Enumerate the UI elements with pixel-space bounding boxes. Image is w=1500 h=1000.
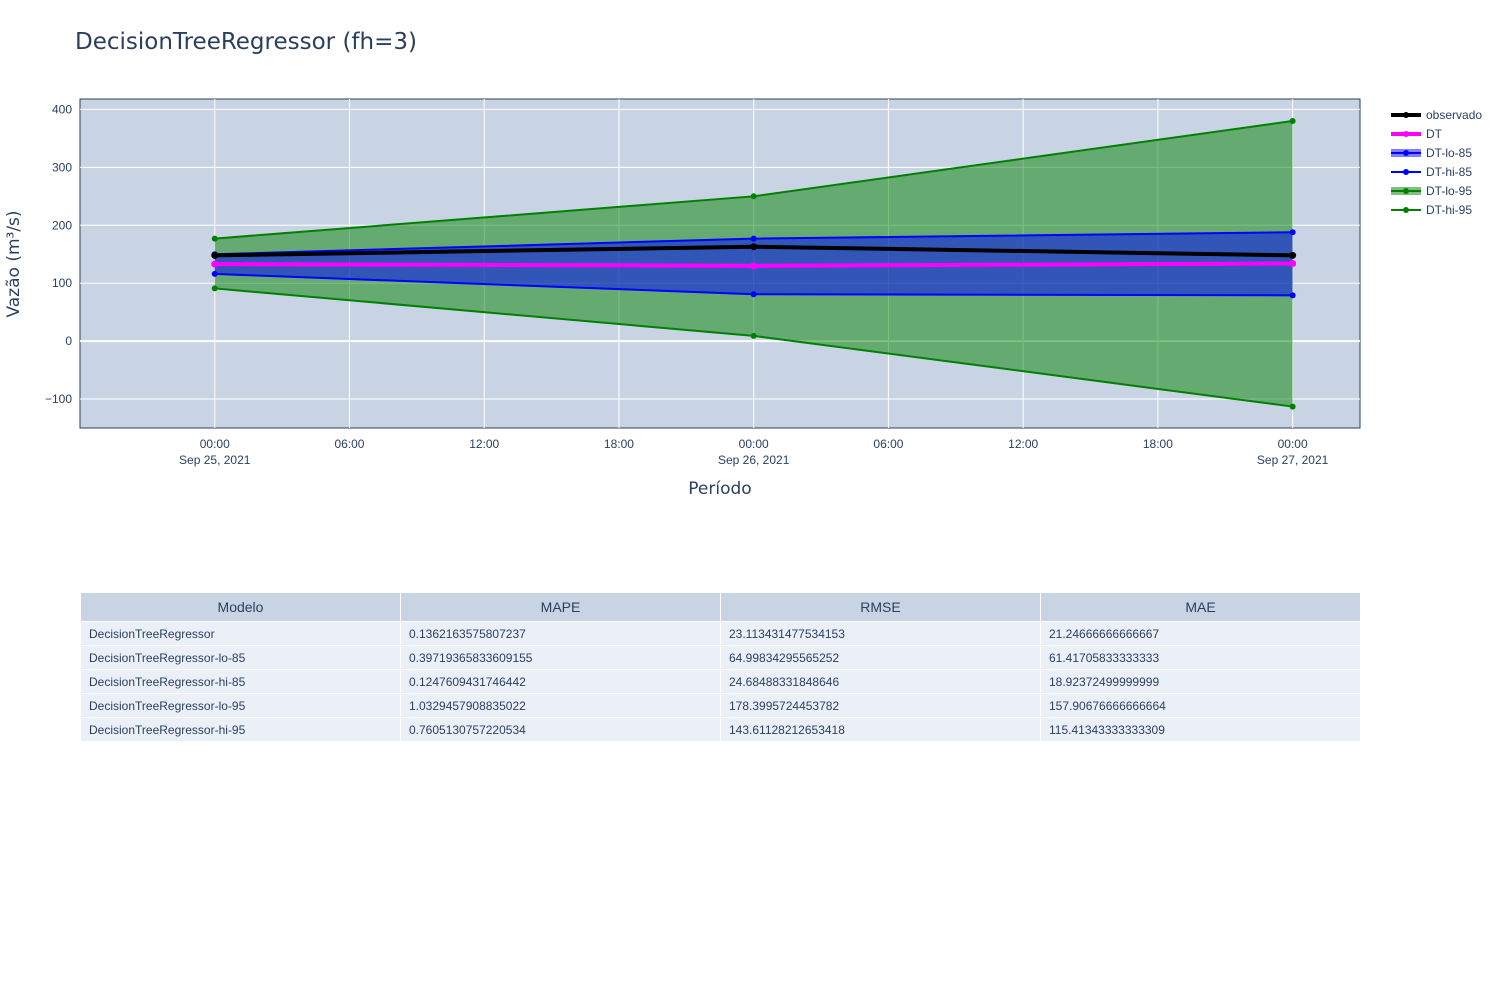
x-tick-label: 06:00 [334,437,364,451]
point-DT-hi-95 [1289,118,1296,125]
chart-title: DecisionTreeRegressor (fh=3) [75,29,417,55]
legend: observado DT DT-lo-85 DT-hi-85 DT-lo-95 DT-hi… [1391,108,1482,217]
legend-item-DT-hi-95: DT-hi-95 [1391,203,1472,217]
table-cell: 0.39719365833609155 [400,645,721,670]
legend-marker [1403,150,1409,156]
table-cell: DecisionTreeRegressor-hi-95 [80,717,401,742]
legend-label: DT [1426,127,1443,141]
legend-marker [1403,207,1409,213]
table-cell: 23.113431477534153 [720,621,1041,646]
legend-marker [1403,131,1409,137]
point-DT-hi-85 [1289,229,1296,236]
table-cell: DecisionTreeRegressor [80,621,401,646]
x-tick-label: 12:00 [469,437,499,451]
table-cell: 1.0329457908835022 [400,693,721,718]
table-row: DecisionTreeRegressor-lo-85 0.39719365833… [80,645,1361,670]
table-cell: 18.92372499999999 [1040,669,1361,694]
table-cell: 0.1362163575807237 [400,621,721,646]
table-row: DecisionTreeRegressor-lo-95 1.03294579088… [80,693,1361,718]
y-tick-label: 200 [52,218,72,232]
x-axis-title: Período [688,479,751,499]
table-cell: 178.3995724453782 [720,693,1041,718]
table-cell: 24.68488331848646 [720,669,1041,694]
table-cell: 64.99834295565252 [720,645,1041,670]
legend-marker [1403,188,1409,194]
y-axis-title: Vazão (m³/s) [4,210,24,317]
point-observado [1289,251,1297,259]
x-tick-label: 18:00 [604,437,634,451]
table-cell: 0.7605130757220534 [400,717,721,742]
legend-item-DT-hi-85: DT-hi-85 [1391,165,1472,179]
legend-label: DT-hi-85 [1426,165,1472,179]
table-cell: 143.61128212653418 [720,717,1041,742]
y-tick-label: 400 [52,102,72,116]
legend-label: DT-lo-95 [1426,184,1472,198]
point-DT-hi-85 [750,235,757,242]
x-tick-date-label: Sep 25, 2021 [179,453,251,467]
legend-item-DT: DT [1391,127,1443,141]
column-header: Modelo [80,592,401,622]
point-DT [750,262,758,270]
legend-item-DT-lo-85: DT-lo-85 [1391,146,1472,160]
legend-label: DT-lo-85 [1426,146,1472,160]
metrics-table-container: Modelo MAPE RMSE MAE DecisionTreeRegressor 0… [80,592,1361,742]
legend-label: observado [1426,108,1482,122]
point-DT-hi-95 [211,235,218,242]
point-DT-lo-85 [1289,292,1296,299]
x-tick-label: 06:00 [873,437,903,451]
y-tick-label: 100 [52,276,72,290]
point-DT [211,260,219,268]
point-observado [750,243,758,251]
legend-item-DT-lo-95: DT-lo-95 [1391,184,1472,198]
legend-marker [1403,169,1409,175]
x-tick-label: 12:00 [1008,437,1038,451]
x-tick-label: 00:00 [739,437,769,451]
metrics-table: Modelo MAPE RMSE MAE DecisionTreeRegressor 0… [80,592,1361,742]
point-DT-lo-95 [1289,403,1296,410]
table-cell: 21.24666666666667 [1040,621,1361,646]
table-cell: 157.90676666666664 [1040,693,1361,718]
table-cell: DecisionTreeRegressor-hi-85 [80,669,401,694]
x-tick-label: 00:00 [1278,437,1308,451]
y-tick-label: 0 [65,334,72,348]
point-DT-lo-95 [211,285,218,292]
column-header: MAE [1040,592,1361,622]
point-DT-lo-85 [211,270,218,277]
table-row: DecisionTreeRegressor 0.1362163575807237 2… [80,621,1361,646]
legend-marker [1403,112,1409,118]
legend-label: DT-hi-95 [1426,203,1472,217]
point-observado [211,251,219,259]
legend-item-observado: observado [1391,108,1482,122]
table-header-row: Modelo MAPE RMSE MAE [80,592,1361,622]
x-tick-label: 18:00 [1143,437,1173,451]
x-tick-date-label: Sep 26, 2021 [718,453,790,467]
column-header: MAPE [400,592,721,622]
table-row: DecisionTreeRegressor-hi-85 0.12476094317… [80,669,1361,694]
y-tick-label: −100 [45,392,72,406]
table-cell: 61.41705833333333 [1040,645,1361,670]
point-DT [1289,260,1297,267]
table-cell: DecisionTreeRegressor-lo-85 [80,645,401,670]
x-tick-date-label: Sep 27, 2021 [1257,453,1329,467]
table-cell: 115.41343333333309 [1040,717,1361,742]
point-DT-lo-95 [750,332,757,339]
x-tick-label: 00:00 [200,437,230,451]
column-header: RMSE [720,592,1041,622]
table-row: DecisionTreeRegressor-hi-95 0.76051307572… [80,717,1361,742]
point-DT-lo-85 [750,291,757,298]
y-tick-label: 300 [52,160,72,174]
table-cell: DecisionTreeRegressor-lo-95 [80,693,401,718]
point-DT-hi-95 [750,193,757,200]
table-cell: 0.1247609431746442 [400,669,721,694]
